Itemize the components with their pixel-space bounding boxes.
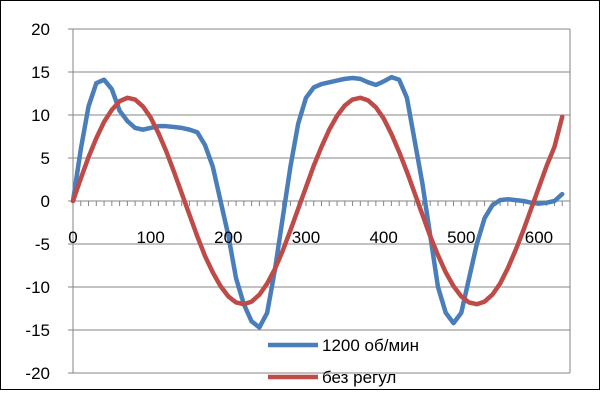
y-tick-label: -10: [25, 278, 50, 297]
legend-label-2: без регул: [322, 368, 396, 387]
x-tick-label: 0: [68, 228, 77, 247]
y-tick-label: 10: [31, 106, 50, 125]
legend-label-1: 1200 об/мин: [322, 336, 419, 355]
y-tick-label: -20: [25, 364, 50, 383]
y-tick-label: -5: [35, 235, 50, 254]
x-tick-label: 200: [214, 228, 242, 247]
y-tick-label: 5: [41, 149, 50, 168]
x-tick-label: 600: [525, 228, 553, 247]
x-tick-label: 400: [369, 228, 397, 247]
x-tick-label: 300: [292, 228, 320, 247]
y-tick-label: 0: [41, 192, 50, 211]
y-tick-label: 15: [31, 63, 50, 82]
x-tick-label: 500: [447, 228, 475, 247]
y-tick-label: 20: [31, 20, 50, 39]
x-tick-label: 100: [136, 228, 164, 247]
y-tick-label: -15: [25, 321, 50, 340]
